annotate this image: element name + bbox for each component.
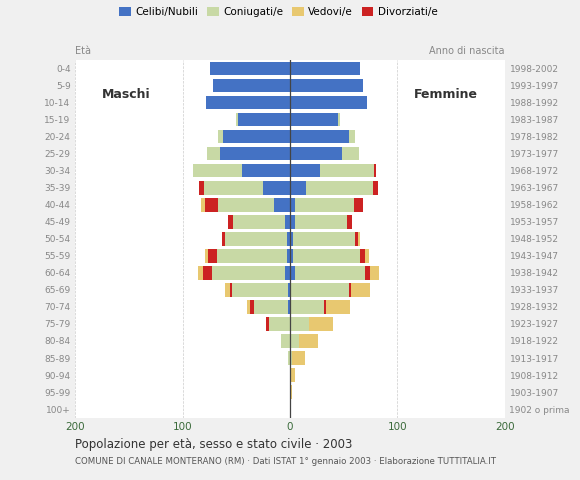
Bar [269,317,290,331]
Bar [228,215,233,228]
Bar [290,232,293,246]
Bar [208,147,220,160]
Bar [233,215,285,228]
Text: Anno di nascita: Anno di nascita [429,47,505,57]
Bar [295,198,354,212]
Bar [209,62,290,75]
Bar [290,351,292,365]
Bar [288,300,290,314]
Bar [354,198,363,212]
Bar [212,266,285,280]
Bar [237,113,238,126]
Bar [338,113,340,126]
Bar [358,232,360,246]
Bar [218,130,223,144]
Bar [295,215,347,228]
Bar [324,300,327,314]
Bar [287,249,290,263]
Text: Popolazione per età, sesso e stato civile · 2003: Popolazione per età, sesso e stato civil… [75,438,353,451]
Bar [290,334,299,348]
Bar [208,249,217,263]
Bar [356,232,358,246]
Bar [292,351,305,365]
Bar [217,249,287,263]
Bar [224,232,287,246]
Bar [360,249,365,263]
Bar [299,334,318,348]
Bar [290,113,338,126]
Bar [290,249,293,263]
Bar [274,198,290,212]
Bar [347,215,352,228]
Bar [220,147,290,160]
Bar [288,283,290,297]
Text: COMUNE DI CANALE MONTERANO (RM) · Dati ISTAT 1° gennaio 2003 · Elaborazione TUTT: COMUNE DI CANALE MONTERANO (RM) · Dati I… [75,457,496,466]
Bar [309,317,333,331]
Bar [374,164,376,178]
Text: Maschi: Maschi [102,87,151,100]
Bar [266,317,269,331]
Bar [198,266,203,280]
Bar [290,300,324,314]
Bar [295,266,365,280]
Bar [199,181,204,194]
Bar [288,351,290,365]
Bar [263,181,290,194]
Bar [290,385,292,399]
Bar [281,334,290,348]
Bar [287,232,290,246]
Bar [290,215,295,228]
Bar [205,198,218,212]
Bar [290,368,295,382]
Legend: Celibi/Nubili, Coniugati/e, Vedovi/e, Divorziati/e: Celibi/Nubili, Coniugati/e, Vedovi/e, Di… [115,3,441,21]
Bar [203,266,212,280]
Bar [290,130,349,144]
Bar [223,130,290,144]
Bar [306,181,372,194]
Text: Età: Età [75,47,92,57]
Bar [201,198,205,212]
Bar [290,266,295,280]
Bar [253,300,288,314]
Bar [251,300,253,314]
Bar [290,79,363,92]
Bar [372,181,378,194]
Bar [365,249,369,263]
Bar [290,147,342,160]
Bar [232,283,288,297]
Bar [238,113,290,126]
Bar [327,300,350,314]
Bar [285,266,290,280]
Bar [320,164,374,178]
Bar [206,96,290,109]
Bar [293,232,356,246]
Bar [218,198,274,212]
Bar [349,130,356,144]
Bar [349,283,351,297]
Bar [205,249,208,263]
Bar [371,266,379,280]
Bar [222,232,224,246]
Bar [351,283,371,297]
Bar [293,249,360,263]
Bar [193,164,242,178]
Bar [285,215,290,228]
Bar [242,164,290,178]
Bar [290,317,309,331]
Bar [290,198,295,212]
Bar [204,181,263,194]
Text: Femmine: Femmine [414,87,477,100]
Bar [290,181,306,194]
Bar [342,147,358,160]
Bar [224,283,230,297]
Bar [247,300,251,314]
Bar [290,62,360,75]
Bar [230,283,232,297]
Bar [213,79,290,92]
Bar [290,164,320,178]
Bar [290,283,349,297]
Bar [365,266,371,280]
Bar [290,96,367,109]
